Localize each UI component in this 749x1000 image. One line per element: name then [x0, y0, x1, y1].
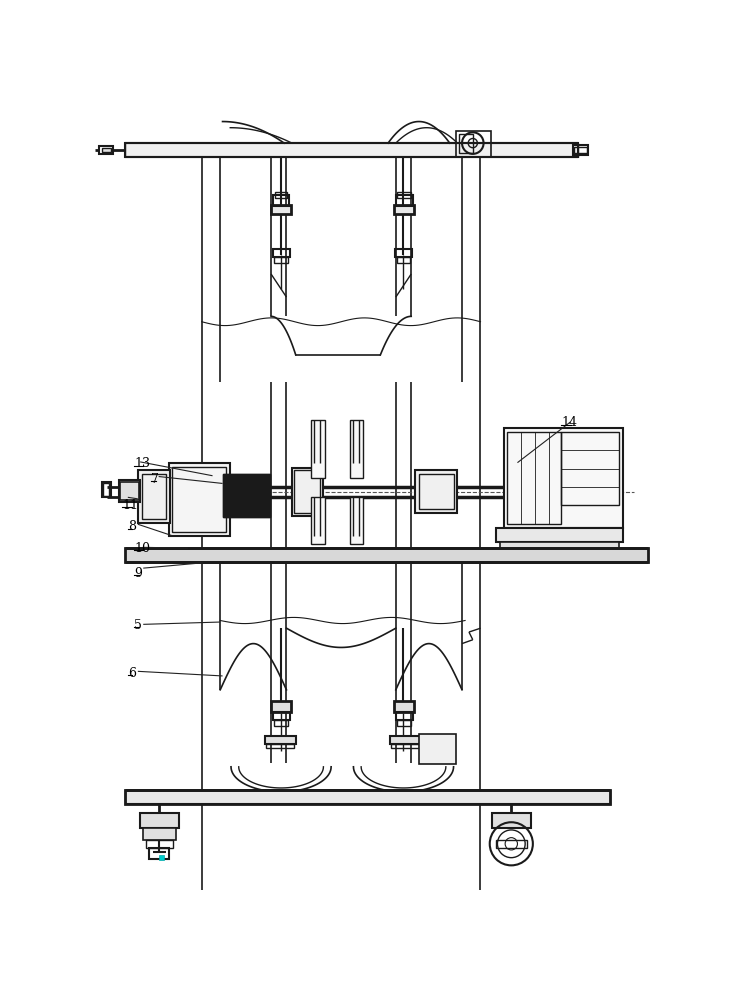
Bar — [394, 701, 414, 712]
Bar — [496, 528, 623, 542]
Bar — [561, 432, 619, 505]
Bar — [273, 712, 290, 720]
Bar — [573, 145, 588, 155]
Bar — [311, 420, 325, 478]
Text: 7: 7 — [151, 473, 159, 486]
Text: 9: 9 — [134, 567, 142, 580]
Bar — [273, 195, 289, 206]
Bar — [311, 497, 325, 544]
Text: 10: 10 — [134, 542, 150, 555]
Bar — [125, 790, 610, 804]
Text: 6: 6 — [128, 667, 136, 680]
Bar — [508, 432, 561, 524]
Bar — [492, 813, 530, 828]
Bar — [574, 147, 586, 153]
Bar — [395, 195, 413, 206]
Bar — [274, 720, 288, 726]
Bar — [350, 420, 363, 478]
Bar — [275, 192, 287, 198]
Bar — [396, 257, 410, 263]
Bar — [294, 470, 321, 513]
Bar — [397, 192, 411, 198]
Bar — [160, 855, 164, 860]
Bar — [142, 474, 166, 519]
Bar — [267, 744, 294, 748]
Bar — [143, 828, 175, 840]
Bar — [496, 840, 527, 848]
Bar — [391, 744, 419, 748]
Bar — [169, 463, 230, 536]
Bar — [389, 736, 420, 744]
Bar — [271, 701, 291, 712]
Bar — [222, 474, 270, 517]
Bar — [273, 249, 290, 257]
Bar — [271, 205, 291, 214]
Bar — [292, 468, 323, 516]
Bar — [140, 813, 179, 828]
Bar — [419, 474, 454, 509]
Bar — [500, 542, 619, 556]
Bar — [102, 482, 111, 497]
Bar — [120, 482, 139, 500]
Text: 14: 14 — [561, 416, 577, 429]
Bar — [102, 148, 111, 152]
Bar — [145, 840, 173, 848]
Text: 13: 13 — [134, 457, 150, 470]
Bar — [118, 480, 140, 502]
Bar — [397, 720, 411, 726]
Bar — [125, 548, 649, 562]
Text: 11: 11 — [122, 499, 139, 512]
Bar — [350, 497, 363, 544]
Bar — [459, 134, 473, 153]
Bar — [274, 257, 288, 263]
Bar — [149, 848, 169, 859]
Text: 8: 8 — [128, 520, 136, 533]
Text: 5: 5 — [134, 619, 142, 632]
Bar — [395, 249, 412, 257]
Bar — [172, 466, 226, 532]
Bar — [265, 736, 296, 744]
Bar — [419, 734, 456, 764]
Bar — [503, 428, 623, 528]
Bar — [103, 483, 109, 496]
Bar — [395, 712, 413, 720]
Bar — [222, 474, 270, 517]
Bar — [415, 470, 458, 513]
Bar — [138, 470, 170, 523]
Bar — [100, 146, 113, 154]
Bar — [456, 131, 491, 157]
Bar — [394, 205, 414, 214]
Bar — [125, 143, 577, 157]
